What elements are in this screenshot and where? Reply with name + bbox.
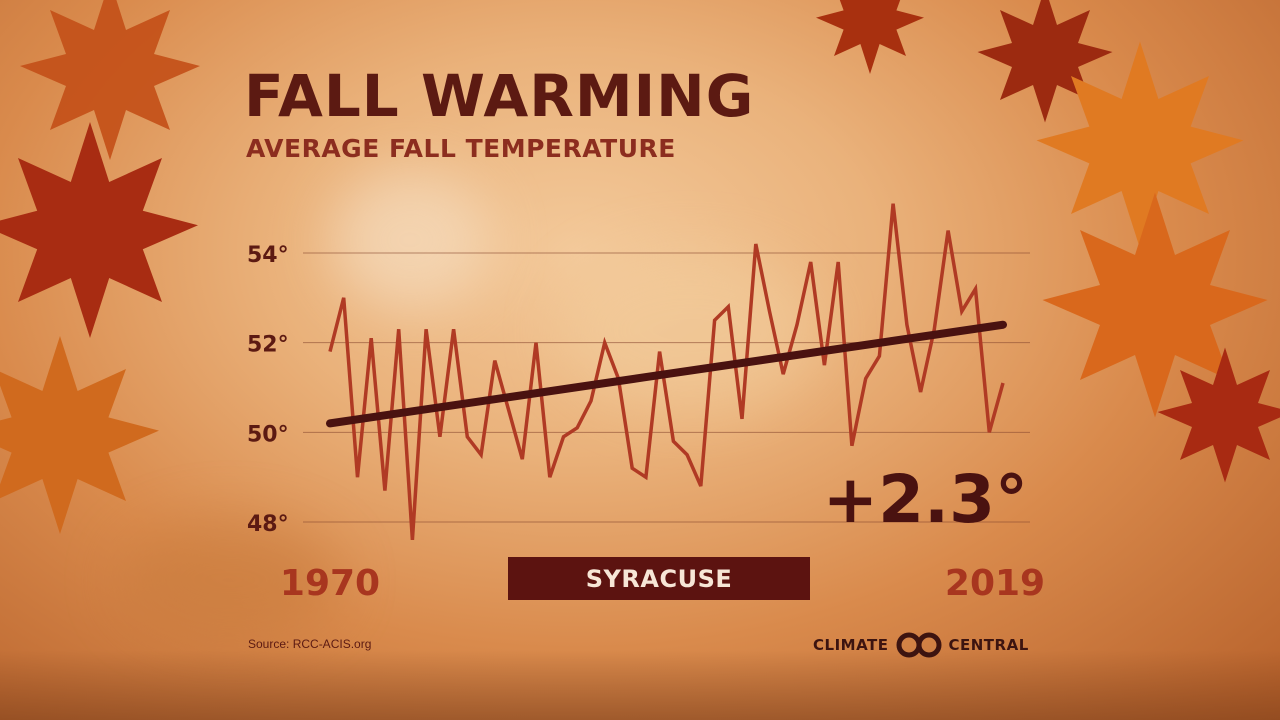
y-tick-label: 50° xyxy=(247,422,289,447)
x-axis-start-label: 1970 xyxy=(280,563,380,604)
y-tick-label: 54° xyxy=(247,243,289,268)
maple-leaf-icon xyxy=(0,336,160,534)
maple-leaf-icon xyxy=(1157,347,1280,483)
brand-right-text: CENTRAL xyxy=(948,636,1029,654)
chart-subtitle: AVERAGE FALL TEMPERATURE xyxy=(246,134,676,163)
y-tick-label: 48° xyxy=(247,512,289,537)
y-axis-ticks: 48° 50° 52° 54° xyxy=(247,243,289,537)
temperature-line xyxy=(328,203,1005,541)
chart-title: FALL WARMING xyxy=(244,62,755,130)
maple-leaf-icon xyxy=(816,0,924,74)
climate-central-logo-icon xyxy=(896,632,941,658)
maple-leaf-icon xyxy=(20,0,200,160)
temperature-series xyxy=(328,203,1005,541)
trend-line-group xyxy=(326,320,1007,428)
climate-central-brand: CLIMATE CENTRAL xyxy=(813,630,1029,660)
temperature-change-label: +2.3° xyxy=(823,461,1028,538)
maple-leaf-icon xyxy=(1042,192,1268,418)
y-tick-label: 52° xyxy=(247,333,289,358)
wooden-floor xyxy=(0,650,1280,720)
location-banner: SYRACUSE xyxy=(508,557,810,600)
maple-leaf-icon xyxy=(0,122,198,338)
background-glow xyxy=(120,520,340,640)
background-glow xyxy=(330,170,490,310)
source-note: Source: RCC-ACIS.org xyxy=(248,637,372,651)
maple-leaf-icon xyxy=(1036,41,1244,249)
x-axis-end-label: 2019 xyxy=(945,563,1045,604)
brand-left-text: CLIMATE xyxy=(813,636,889,654)
trend-line xyxy=(326,320,1007,428)
location-label: SYRACUSE xyxy=(585,564,733,593)
